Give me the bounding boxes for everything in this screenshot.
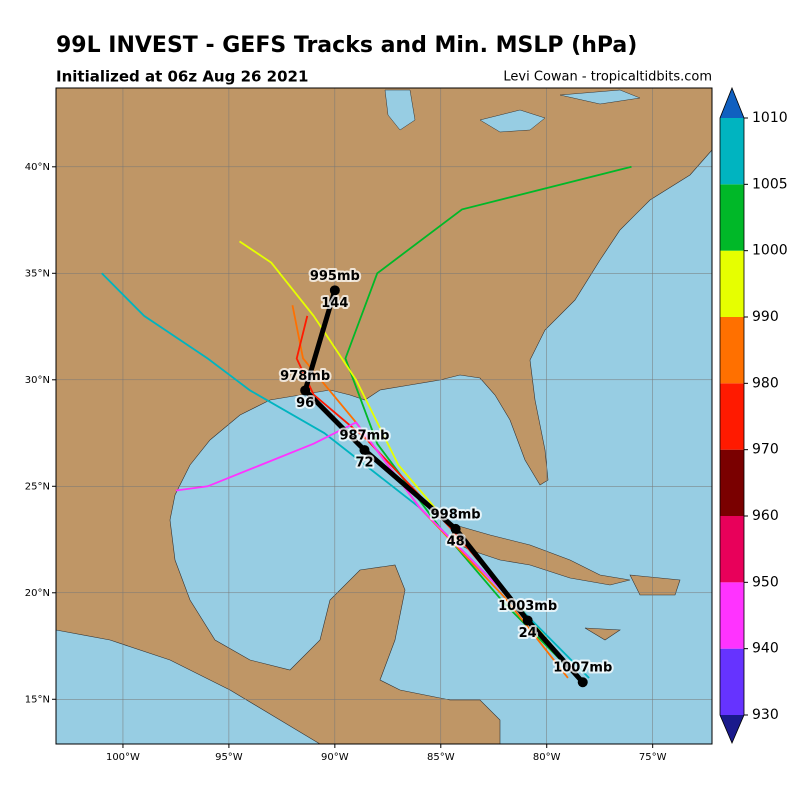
y-tick-label: 35°N: [25, 268, 50, 279]
colorbar-label: 1010: [752, 110, 788, 126]
track-point: [450, 523, 461, 534]
track-point: [329, 285, 340, 296]
map-frame: [55, 87, 713, 745]
y-tick-label: 30°N: [25, 375, 50, 386]
track-labels: 1007mb 1003mb 24 998mb 48 987mb 72 978mb 96 995mb…: [278, 267, 614, 678]
mslp-label: 978mb: [280, 369, 330, 384]
hour-label: 72: [355, 456, 373, 471]
colorbar-segment: [720, 449, 744, 516]
x-tick-label: 85°W: [427, 752, 455, 763]
lake: [384, 89, 416, 131]
grid: [56, 88, 712, 744]
y-tick-label: 15°N: [25, 694, 50, 705]
mean-track: [302, 289, 585, 684]
mslp-label: 995mb: [310, 269, 360, 284]
mslp-label: 1003mb: [498, 599, 557, 614]
colorbar-segment: [720, 317, 744, 384]
lake: [559, 89, 641, 105]
chart-title: 99L INVEST - GEFS Tracks and Min. MSLP (…: [56, 33, 637, 58]
track-point: [522, 615, 533, 626]
axes: 100°W 95°W 90°W 85°W 80°W 75°W 15°N 20°N 25°N 30°…: [25, 162, 667, 763]
mslp-label: 987mb: [340, 429, 390, 444]
hour-label: 24: [519, 626, 537, 641]
colorbar-label: 980: [752, 375, 779, 391]
colorbar-label: 990: [752, 309, 779, 325]
map: 1007mb 1003mb 24 998mb 48 987mb 72 978mb 96 995mb…: [56, 88, 712, 744]
mslp-label: 998mb: [431, 507, 481, 522]
y-tick-label: 20°N: [25, 588, 50, 599]
colorbar-label: 960: [752, 508, 779, 524]
hour-label: 48: [447, 534, 465, 549]
lake: [479, 109, 546, 133]
member-track: [175, 421, 580, 679]
mslp-label: 1007mb: [553, 661, 612, 676]
tracks: [101, 165, 632, 688]
land: [56, 88, 712, 744]
member-track: [344, 165, 632, 683]
x-tick-label: 75°W: [639, 752, 667, 763]
colorbar-segment: [720, 118, 744, 185]
x-tick-label: 95°W: [215, 752, 243, 763]
colorbar-label: 940: [752, 641, 779, 657]
y-tick-label: 40°N: [25, 162, 50, 173]
colorbar-under: [720, 715, 744, 743]
island: [629, 574, 681, 596]
colorbar-label: 930: [752, 707, 779, 723]
colorbar-over: [720, 88, 744, 118]
credit: Levi Cowan - tropicaltidbits.com: [503, 70, 712, 85]
x-tick-label: 100°W: [106, 752, 140, 763]
track-point: [300, 385, 311, 396]
x-tick-label: 80°W: [533, 752, 561, 763]
track-point: [577, 677, 588, 688]
colorbar-segment: [720, 648, 744, 715]
colorbar-label: 1005: [752, 176, 788, 192]
island: [584, 627, 621, 641]
colorbar-label: 1000: [752, 243, 788, 259]
x-tick-label: 90°W: [321, 752, 349, 763]
chart-subtitle: Initialized at 06z Aug 26 2021: [56, 68, 308, 86]
colorbar-segment: [720, 516, 744, 583]
colorbar-label: 950: [752, 574, 779, 590]
hour-label: 144: [321, 296, 348, 311]
colorbar-segment: [720, 184, 744, 251]
colorbar-label: 970: [752, 442, 779, 458]
colorbar: 930 940 950 960 970 980 990 1000 1005 1010: [719, 86, 788, 745]
colorbar-segment: [720, 250, 744, 317]
y-tick-label: 25°N: [25, 481, 50, 492]
colorbar-segment: [720, 383, 744, 450]
colorbar-segment: [720, 582, 744, 649]
track-point: [359, 445, 370, 456]
hour-label: 96: [296, 396, 314, 411]
